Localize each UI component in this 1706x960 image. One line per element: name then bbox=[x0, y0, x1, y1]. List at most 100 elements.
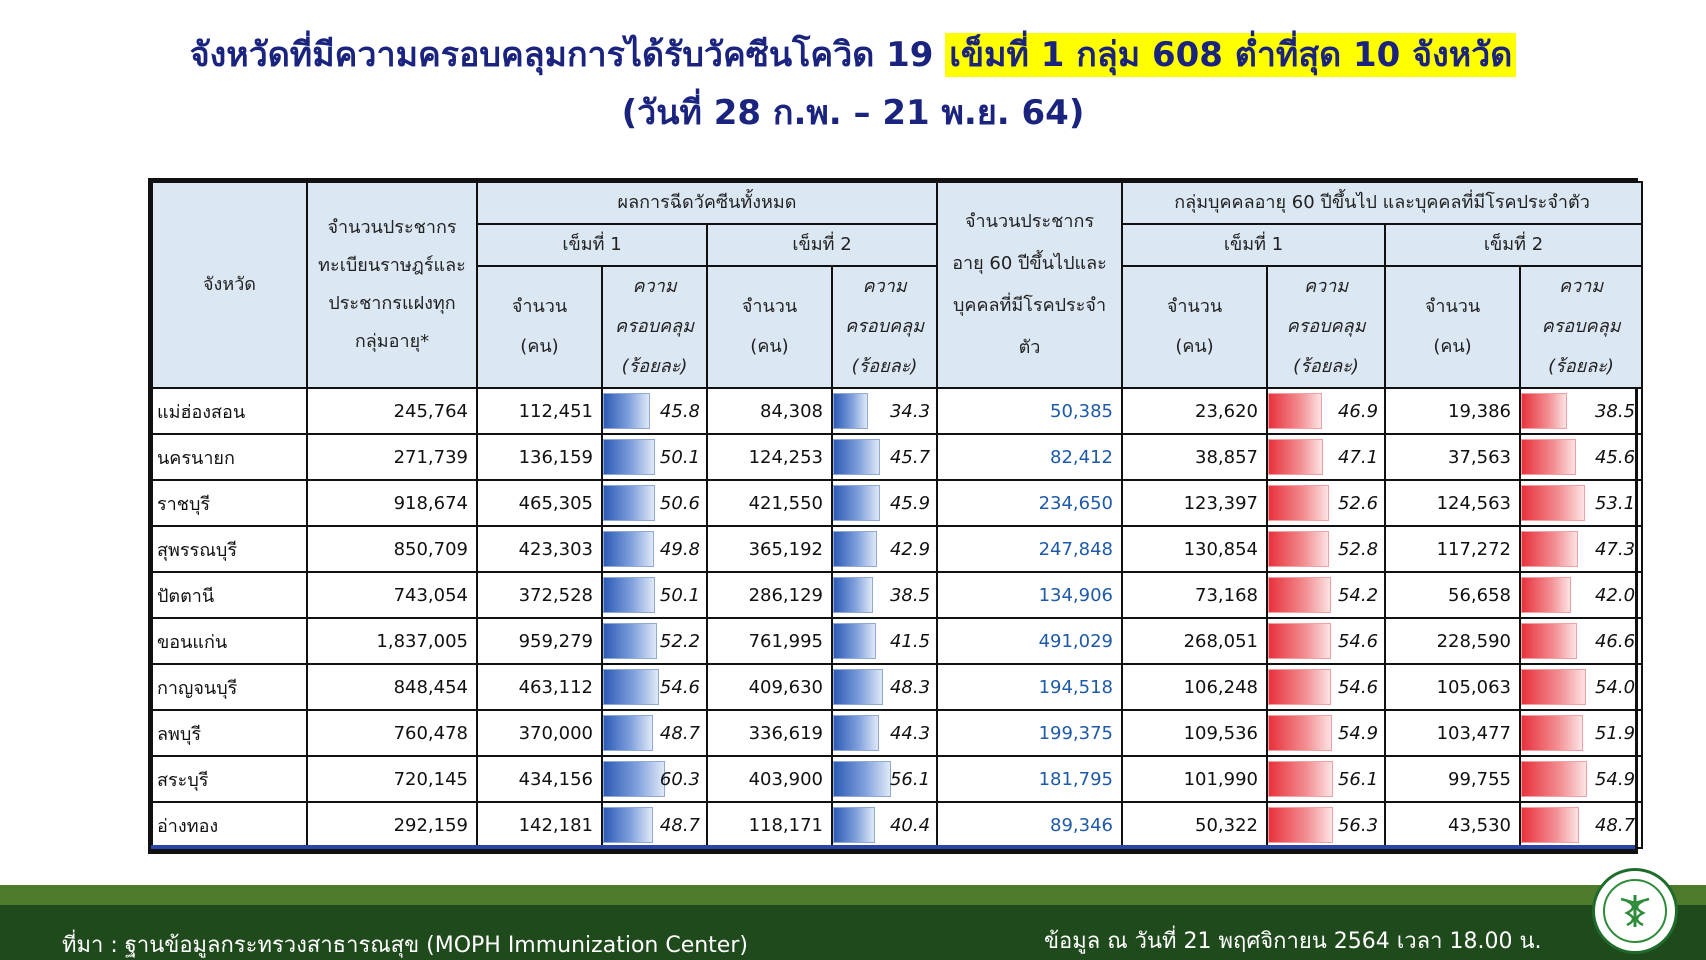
coverage-bar bbox=[603, 577, 655, 613]
cell-d1-count: 142,181 bbox=[476, 801, 603, 849]
cell-pop608: 194,518 bbox=[936, 663, 1124, 711]
cell-province: แม่ฮ่องสอน bbox=[151, 387, 308, 435]
header-d1-coverage: ความครอบคลุม (ร้อยละ) bbox=[601, 265, 708, 389]
cell-d2-coverage: 45.9 bbox=[830, 479, 939, 527]
coverage-bar bbox=[1521, 669, 1586, 705]
coverage-bar bbox=[1521, 761, 1587, 797]
coverage-value: 34.3 bbox=[889, 400, 931, 422]
coverage-value: 38.5 bbox=[1594, 400, 1636, 422]
coverage-bar bbox=[833, 485, 881, 521]
cell-d1-coverage: 50.1 bbox=[601, 571, 708, 619]
coverage-value: 49.8 bbox=[659, 538, 700, 560]
table-row: ขอนแก่น 1,837,005 959,279 52.2 761,995 41.5 49… bbox=[151, 617, 1644, 665]
table-row: นครนายก 271,739 136,159 50.1 124,253 45.7 82,4… bbox=[151, 433, 1644, 481]
cell-g-d2-coverage: 48.7 bbox=[1519, 801, 1644, 849]
cell-d2-count: 336,619 bbox=[706, 709, 833, 757]
header-all-results: ผลการฉีดวัคซีนทั้งหมด bbox=[475, 181, 939, 225]
cell-g-d2-count: 103,477 bbox=[1384, 709, 1522, 757]
coverage-value: 60.3 bbox=[659, 768, 700, 790]
coverage-bar bbox=[1521, 577, 1572, 613]
cell-g-d1-coverage: 54.9 bbox=[1266, 709, 1387, 757]
cell-g-d1-coverage: 46.9 bbox=[1266, 387, 1387, 435]
cell-province: ขอนแก่น bbox=[151, 617, 308, 665]
coverage-bar bbox=[833, 623, 876, 659]
coverage-value: 51.9 bbox=[1594, 722, 1636, 744]
cell-d1-coverage: 48.7 bbox=[601, 801, 708, 849]
coverage-value: 54.0 bbox=[1594, 676, 1636, 698]
cell-d1-count: 434,156 bbox=[476, 755, 603, 803]
coverage-value: 40.4 bbox=[889, 814, 931, 836]
coverage-value: 45.6 bbox=[1594, 446, 1636, 468]
header-group608: กลุ่มบุคคลอายุ 60 ปีขึ้นไป และบุคคลที่มี… bbox=[1121, 181, 1644, 225]
cell-province: ราชบุรี bbox=[151, 479, 308, 527]
coverage-bar bbox=[833, 669, 883, 705]
cell-d1-count: 372,528 bbox=[476, 571, 603, 619]
cell-province: ลพบุรี bbox=[151, 709, 308, 757]
coverage-value: 52.2 bbox=[659, 630, 700, 652]
header-group-dose1: เข็มที่ 1 bbox=[1121, 223, 1387, 267]
coverage-bar bbox=[1521, 393, 1568, 429]
cell-pop608: 247,848 bbox=[936, 525, 1124, 573]
cell-g-d1-count: 106,248 bbox=[1121, 663, 1269, 711]
cell-d1-coverage: 52.2 bbox=[601, 617, 708, 665]
cell-g-d2-coverage: 54.9 bbox=[1519, 755, 1644, 803]
cell-d1-count: 112,451 bbox=[476, 387, 603, 435]
cell-d2-count: 84,308 bbox=[706, 387, 833, 435]
cell-g-d1-count: 23,620 bbox=[1121, 387, 1269, 435]
cell-d1-coverage: 50.1 bbox=[601, 433, 708, 481]
cell-d1-coverage: 48.7 bbox=[601, 709, 708, 757]
cell-g-d1-coverage: 56.1 bbox=[1266, 755, 1387, 803]
cell-g-d1-count: 123,397 bbox=[1121, 479, 1269, 527]
cell-d1-count: 423,303 bbox=[476, 525, 603, 573]
cell-province: ปัตตานี bbox=[151, 571, 308, 619]
cell-d1-coverage: 54.6 bbox=[601, 663, 708, 711]
cell-g-d2-count: 117,272 bbox=[1384, 525, 1522, 573]
cell-g-d1-count: 101,990 bbox=[1121, 755, 1269, 803]
table-row: สระบุรี 720,145 434,156 60.3 403,900 56.1 181,… bbox=[151, 755, 1644, 803]
cell-g-d1-count: 109,536 bbox=[1121, 709, 1269, 757]
coverage-value: 47.3 bbox=[1594, 538, 1636, 560]
cell-g-d1-count: 50,322 bbox=[1121, 801, 1269, 849]
cell-d2-count: 421,550 bbox=[706, 479, 833, 527]
cell-d1-count: 370,000 bbox=[476, 709, 603, 757]
title-highlight: เข็มที่ 1 กลุ่ม 608 ต่ำที่สุด 10 จังหวัด bbox=[945, 33, 1517, 77]
coverage-bar bbox=[833, 807, 875, 843]
table-body: แม่ฮ่องสอน 245,764 112,451 45.8 84,308 34.3 50… bbox=[151, 387, 1644, 849]
coverage-bar bbox=[603, 807, 654, 843]
cell-g-d2-coverage: 47.3 bbox=[1519, 525, 1644, 573]
coverage-bar bbox=[603, 485, 656, 521]
cell-g-d1-coverage: 54.2 bbox=[1266, 571, 1387, 619]
cell-pop608: 50,385 bbox=[936, 387, 1124, 435]
coverage-bar bbox=[1521, 623, 1577, 659]
cell-d2-coverage: 56.1 bbox=[830, 755, 939, 803]
coverage-bar bbox=[1268, 669, 1332, 705]
coverage-value: 53.1 bbox=[1594, 492, 1636, 514]
cell-population: 1,837,005 bbox=[306, 617, 478, 665]
cell-g-d2-count: 56,658 bbox=[1384, 571, 1522, 619]
cell-g-d2-coverage: 46.6 bbox=[1519, 617, 1644, 665]
cell-g-d1-coverage: 52.6 bbox=[1266, 479, 1387, 527]
cell-population: 848,454 bbox=[306, 663, 478, 711]
cell-g-d1-coverage: 54.6 bbox=[1266, 617, 1387, 665]
coverage-value: 48.7 bbox=[1594, 814, 1636, 836]
header-pop608: จำนวนประชากรอายุ 60 ปีขึ้นไปและบุคคลที่ม… bbox=[936, 181, 1124, 389]
coverage-value: 48.7 bbox=[659, 722, 700, 744]
table-bottom-line bbox=[151, 845, 1635, 849]
cell-d2-count: 286,129 bbox=[706, 571, 833, 619]
cell-d2-coverage: 34.3 bbox=[830, 387, 939, 435]
cell-d2-count: 403,900 bbox=[706, 755, 833, 803]
coverage-value: 50.1 bbox=[659, 446, 700, 468]
cell-province: สระบุรี bbox=[151, 755, 308, 803]
cell-d2-count: 124,253 bbox=[706, 433, 833, 481]
cell-pop608: 181,795 bbox=[936, 755, 1124, 803]
title-main: จังหวัดที่มีความครอบคลุมการได้รับวัคซีนโ… bbox=[189, 35, 934, 75]
coverage-value: 54.9 bbox=[1594, 768, 1636, 790]
coverage-value: 50.6 bbox=[659, 492, 700, 514]
coverage-bar bbox=[603, 715, 654, 751]
cell-g-d1-coverage: 47.1 bbox=[1266, 433, 1387, 481]
coverage-value: 54.6 bbox=[1337, 630, 1379, 652]
header-d2-count: จำนวน (คน) bbox=[706, 265, 833, 389]
coverage-value: 50.1 bbox=[659, 584, 700, 606]
coverage-bar bbox=[1521, 715, 1584, 751]
coverage-value: 41.5 bbox=[889, 630, 931, 652]
